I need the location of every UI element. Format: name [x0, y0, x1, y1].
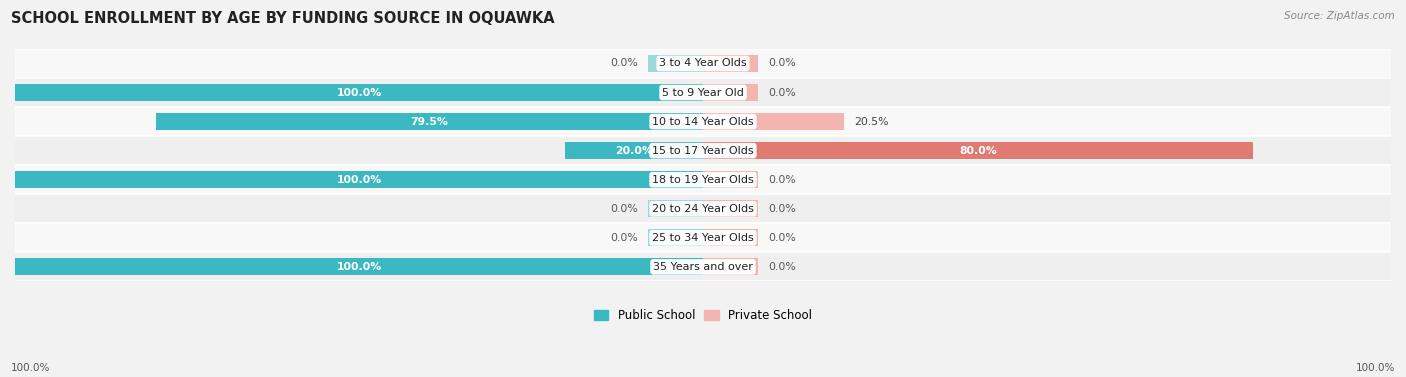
Bar: [15, 49, 1391, 78]
Bar: [703, 171, 758, 188]
Bar: [648, 55, 703, 72]
Text: 0.0%: 0.0%: [610, 233, 638, 243]
Bar: [15, 252, 1391, 281]
Text: 100.0%: 100.0%: [11, 363, 51, 373]
Text: 0.0%: 0.0%: [768, 175, 796, 185]
Bar: [703, 200, 758, 217]
Bar: [15, 78, 1391, 107]
Bar: [15, 136, 1391, 165]
Bar: [648, 229, 703, 246]
Bar: [703, 55, 758, 72]
Text: 0.0%: 0.0%: [768, 233, 796, 243]
Text: 100.0%: 100.0%: [336, 175, 381, 185]
Text: 18 to 19 Year Olds: 18 to 19 Year Olds: [652, 175, 754, 185]
Bar: [15, 223, 1391, 252]
Bar: [703, 142, 1253, 159]
Bar: [156, 113, 703, 130]
Text: 0.0%: 0.0%: [768, 204, 796, 214]
Bar: [15, 84, 703, 101]
Bar: [565, 142, 703, 159]
Text: SCHOOL ENROLLMENT BY AGE BY FUNDING SOURCE IN OQUAWKA: SCHOOL ENROLLMENT BY AGE BY FUNDING SOUR…: [11, 11, 555, 26]
Legend: Public School, Private School: Public School, Private School: [589, 304, 817, 326]
Text: 20.0%: 20.0%: [616, 146, 654, 156]
Bar: [703, 259, 758, 275]
Text: 5 to 9 Year Old: 5 to 9 Year Old: [662, 87, 744, 98]
Text: 100.0%: 100.0%: [1355, 363, 1395, 373]
Bar: [15, 107, 1391, 136]
Text: 20 to 24 Year Olds: 20 to 24 Year Olds: [652, 204, 754, 214]
Text: 15 to 17 Year Olds: 15 to 17 Year Olds: [652, 146, 754, 156]
Text: 0.0%: 0.0%: [768, 58, 796, 69]
Bar: [15, 171, 703, 188]
Bar: [15, 194, 1391, 223]
Bar: [648, 200, 703, 217]
Text: 80.0%: 80.0%: [959, 146, 997, 156]
Bar: [703, 113, 844, 130]
Text: 0.0%: 0.0%: [768, 87, 796, 98]
Text: 10 to 14 Year Olds: 10 to 14 Year Olds: [652, 116, 754, 127]
Text: 20.5%: 20.5%: [855, 116, 889, 127]
Text: 0.0%: 0.0%: [610, 58, 638, 69]
Bar: [703, 84, 758, 101]
Bar: [15, 165, 1391, 194]
Text: 3 to 4 Year Olds: 3 to 4 Year Olds: [659, 58, 747, 69]
Text: Source: ZipAtlas.com: Source: ZipAtlas.com: [1284, 11, 1395, 21]
Bar: [703, 229, 758, 246]
Text: 79.5%: 79.5%: [411, 116, 449, 127]
Text: 25 to 34 Year Olds: 25 to 34 Year Olds: [652, 233, 754, 243]
Text: 0.0%: 0.0%: [610, 204, 638, 214]
Text: 0.0%: 0.0%: [768, 262, 796, 272]
Bar: [15, 259, 703, 275]
Text: 100.0%: 100.0%: [336, 262, 381, 272]
Text: 35 Years and over: 35 Years and over: [652, 262, 754, 272]
Text: 100.0%: 100.0%: [336, 87, 381, 98]
